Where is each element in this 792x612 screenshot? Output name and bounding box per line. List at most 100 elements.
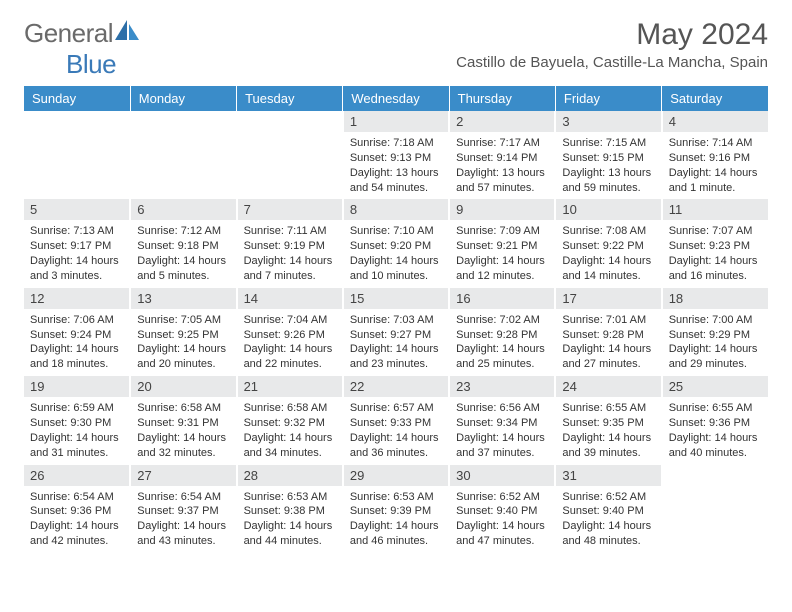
day-info: Sunrise: 6:59 AMSunset: 9:30 PMDaylight:… [24,397,129,464]
day-number: 28 [238,465,342,486]
page-header: GeneralBlue May 2024 Castillo de Bayuela… [24,18,768,80]
day-number: 1 [344,111,448,132]
calendar-day-cell: 11Sunrise: 7:07 AMSunset: 9:23 PMDayligh… [662,199,768,287]
logo: GeneralBlue [24,18,143,80]
calendar-day-cell: 5Sunrise: 7:13 AMSunset: 9:17 PMDaylight… [24,199,130,287]
day-number: 20 [131,376,235,397]
day-header: Sunday [24,86,130,111]
calendar-day-cell: 6Sunrise: 7:12 AMSunset: 9:18 PMDaylight… [130,199,236,287]
day-number: 16 [450,288,554,309]
calendar-day-cell: 25Sunrise: 6:55 AMSunset: 9:36 PMDayligh… [662,376,768,464]
day-info: Sunrise: 6:55 AMSunset: 9:36 PMDaylight:… [663,397,768,464]
day-number: 27 [131,465,235,486]
calendar-day-cell: 30Sunrise: 6:52 AMSunset: 9:40 PMDayligh… [449,465,555,553]
day-info: Sunrise: 6:55 AMSunset: 9:35 PMDaylight:… [556,397,660,464]
calendar-day-cell [130,111,236,199]
logo-sail-icon [113,18,143,42]
calendar-week-row: 26Sunrise: 6:54 AMSunset: 9:36 PMDayligh… [24,465,768,553]
day-header: Friday [555,86,661,111]
day-info: Sunrise: 7:07 AMSunset: 9:23 PMDaylight:… [663,220,768,287]
calendar-day-cell: 7Sunrise: 7:11 AMSunset: 9:19 PMDaylight… [237,199,343,287]
day-info: Sunrise: 7:01 AMSunset: 9:28 PMDaylight:… [556,309,660,376]
day-info: Sunrise: 7:03 AMSunset: 9:27 PMDaylight:… [344,309,448,376]
calendar-day-cell: 14Sunrise: 7:04 AMSunset: 9:26 PMDayligh… [237,288,343,376]
title-block: May 2024 Castillo de Bayuela, Castille-L… [456,18,768,71]
calendar-day-cell: 24Sunrise: 6:55 AMSunset: 9:35 PMDayligh… [555,376,661,464]
day-info: Sunrise: 7:06 AMSunset: 9:24 PMDaylight:… [24,309,129,376]
logo-text-blue: Blue [66,49,116,79]
day-info: Sunrise: 6:53 AMSunset: 9:39 PMDaylight:… [344,486,448,553]
day-info: Sunrise: 7:00 AMSunset: 9:29 PMDaylight:… [663,309,768,376]
day-number: 6 [131,199,235,220]
day-info: Sunrise: 6:52 AMSunset: 9:40 PMDaylight:… [556,486,660,553]
calendar-day-cell: 22Sunrise: 6:57 AMSunset: 9:33 PMDayligh… [343,376,449,464]
calendar-day-cell: 21Sunrise: 6:58 AMSunset: 9:32 PMDayligh… [237,376,343,464]
logo-text: GeneralBlue [24,18,143,80]
day-number: 29 [344,465,448,486]
day-info: Sunrise: 6:54 AMSunset: 9:37 PMDaylight:… [131,486,235,553]
day-number: 2 [450,111,554,132]
location-text: Castillo de Bayuela, Castille-La Mancha,… [456,54,768,71]
calendar-day-cell [662,465,768,553]
day-info: Sunrise: 7:02 AMSunset: 9:28 PMDaylight:… [450,309,554,376]
day-number: 22 [344,376,448,397]
calendar-week-row: 5Sunrise: 7:13 AMSunset: 9:17 PMDaylight… [24,199,768,287]
day-number: 8 [344,199,448,220]
calendar-day-cell: 29Sunrise: 6:53 AMSunset: 9:39 PMDayligh… [343,465,449,553]
day-info: Sunrise: 7:05 AMSunset: 9:25 PMDaylight:… [131,309,235,376]
calendar-day-cell: 3Sunrise: 7:15 AMSunset: 9:15 PMDaylight… [555,111,661,199]
day-info: Sunrise: 7:18 AMSunset: 9:13 PMDaylight:… [344,132,448,199]
day-number: 4 [663,111,768,132]
day-number: 7 [238,199,342,220]
calendar-day-cell: 2Sunrise: 7:17 AMSunset: 9:14 PMDaylight… [449,111,555,199]
calendar-day-cell: 19Sunrise: 6:59 AMSunset: 9:30 PMDayligh… [24,376,130,464]
day-info: Sunrise: 6:52 AMSunset: 9:40 PMDaylight:… [450,486,554,553]
calendar-day-cell [237,111,343,199]
calendar-day-cell: 8Sunrise: 7:10 AMSunset: 9:20 PMDaylight… [343,199,449,287]
calendar-day-cell: 23Sunrise: 6:56 AMSunset: 9:34 PMDayligh… [449,376,555,464]
day-number: 14 [238,288,342,309]
day-info: Sunrise: 7:13 AMSunset: 9:17 PMDaylight:… [24,220,129,287]
logo-text-gray: General [24,18,113,48]
day-info: Sunrise: 7:11 AMSunset: 9:19 PMDaylight:… [238,220,342,287]
day-header: Monday [130,86,236,111]
day-info: Sunrise: 7:09 AMSunset: 9:21 PMDaylight:… [450,220,554,287]
day-header: Tuesday [237,86,343,111]
day-info: Sunrise: 7:08 AMSunset: 9:22 PMDaylight:… [556,220,660,287]
day-info: Sunrise: 6:54 AMSunset: 9:36 PMDaylight:… [24,486,129,553]
day-info: Sunrise: 6:58 AMSunset: 9:32 PMDaylight:… [238,397,342,464]
day-info: Sunrise: 6:58 AMSunset: 9:31 PMDaylight:… [131,397,235,464]
day-number: 26 [24,465,129,486]
day-number: 30 [450,465,554,486]
calendar-day-cell: 17Sunrise: 7:01 AMSunset: 9:28 PMDayligh… [555,288,661,376]
day-info: Sunrise: 7:17 AMSunset: 9:14 PMDaylight:… [450,132,554,199]
day-number: 11 [663,199,768,220]
calendar-day-cell: 28Sunrise: 6:53 AMSunset: 9:38 PMDayligh… [237,465,343,553]
calendar-week-row: 19Sunrise: 6:59 AMSunset: 9:30 PMDayligh… [24,376,768,464]
day-header: Thursday [449,86,555,111]
day-info: Sunrise: 7:15 AMSunset: 9:15 PMDaylight:… [556,132,660,199]
day-info: Sunrise: 6:53 AMSunset: 9:38 PMDaylight:… [238,486,342,553]
month-title: May 2024 [456,18,768,52]
calendar-week-row: 12Sunrise: 7:06 AMSunset: 9:24 PMDayligh… [24,288,768,376]
calendar-day-cell: 13Sunrise: 7:05 AMSunset: 9:25 PMDayligh… [130,288,236,376]
calendar-day-cell: 16Sunrise: 7:02 AMSunset: 9:28 PMDayligh… [449,288,555,376]
day-number: 3 [556,111,660,132]
day-info: Sunrise: 6:57 AMSunset: 9:33 PMDaylight:… [344,397,448,464]
day-number: 23 [450,376,554,397]
calendar-table: SundayMondayTuesdayWednesdayThursdayFrid… [24,86,768,553]
calendar-day-cell: 27Sunrise: 6:54 AMSunset: 9:37 PMDayligh… [130,465,236,553]
calendar-day-cell: 12Sunrise: 7:06 AMSunset: 9:24 PMDayligh… [24,288,130,376]
calendar-body: 1Sunrise: 7:18 AMSunset: 9:13 PMDaylight… [24,111,768,553]
day-number: 13 [131,288,235,309]
calendar-day-cell: 15Sunrise: 7:03 AMSunset: 9:27 PMDayligh… [343,288,449,376]
day-number: 19 [24,376,129,397]
calendar-day-cell: 20Sunrise: 6:58 AMSunset: 9:31 PMDayligh… [130,376,236,464]
calendar-day-cell: 26Sunrise: 6:54 AMSunset: 9:36 PMDayligh… [24,465,130,553]
calendar-week-row: 1Sunrise: 7:18 AMSunset: 9:13 PMDaylight… [24,111,768,199]
calendar-day-cell: 10Sunrise: 7:08 AMSunset: 9:22 PMDayligh… [555,199,661,287]
calendar-day-cell: 1Sunrise: 7:18 AMSunset: 9:13 PMDaylight… [343,111,449,199]
day-number: 15 [344,288,448,309]
day-info: Sunrise: 7:12 AMSunset: 9:18 PMDaylight:… [131,220,235,287]
day-info: Sunrise: 7:04 AMSunset: 9:26 PMDaylight:… [238,309,342,376]
